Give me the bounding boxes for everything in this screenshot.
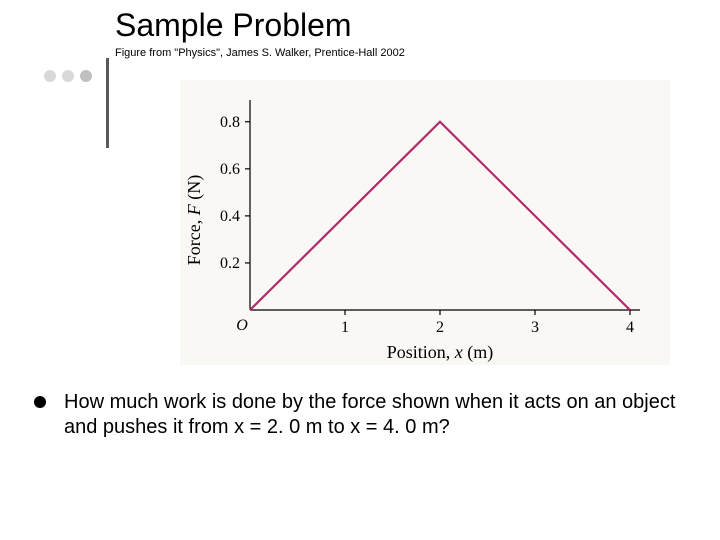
x-tick-label: 3	[531, 319, 539, 336]
y-tick-label: 0.8	[220, 114, 240, 131]
y-tick-label: 0.4	[220, 208, 240, 225]
x-tick-label: 4	[626, 319, 634, 336]
y-ticks: 0.2 0.4 0.6 0.8	[220, 114, 250, 272]
y-tick-label: 0.2	[220, 255, 240, 272]
bullet-icon	[34, 396, 46, 408]
x-axis-title: Position, x (m)	[387, 342, 494, 363]
accent-dot-3	[80, 70, 92, 82]
page-subtitle: Figure from "Physics", James S. Walker, …	[115, 47, 700, 59]
x-ticks: 1 2 3 4	[341, 310, 634, 336]
chart-container: Force, F (N) Position, x (m) 0.20.40.60.…	[180, 80, 670, 365]
question-row: How much work is done by the force shown…	[34, 390, 692, 440]
header-block: Sample Problem Figure from "Physics", Ja…	[115, 8, 700, 59]
slide: Sample Problem Figure from "Physics", Ja…	[0, 0, 720, 540]
accent-dot-2	[62, 70, 74, 82]
question-text: How much work is done by the force shown…	[64, 390, 692, 440]
accent-vertical-line	[106, 58, 109, 148]
origin-label: O	[236, 317, 248, 334]
x-tick-label: 2	[436, 319, 444, 336]
force-series-line	[250, 122, 630, 310]
page-title: Sample Problem	[115, 8, 700, 43]
force-position-chart: Force, F (N) Position, x (m) 0.20.40.60.…	[180, 80, 670, 365]
accent-dots	[44, 70, 92, 82]
x-tick-label: 1	[341, 319, 349, 336]
accent-dot-1	[44, 70, 56, 82]
x-axis-title-italic: x	[454, 342, 463, 362]
y-tick-label: 0.6	[220, 161, 240, 178]
y-axis-title: Force, F (N)	[184, 175, 205, 265]
